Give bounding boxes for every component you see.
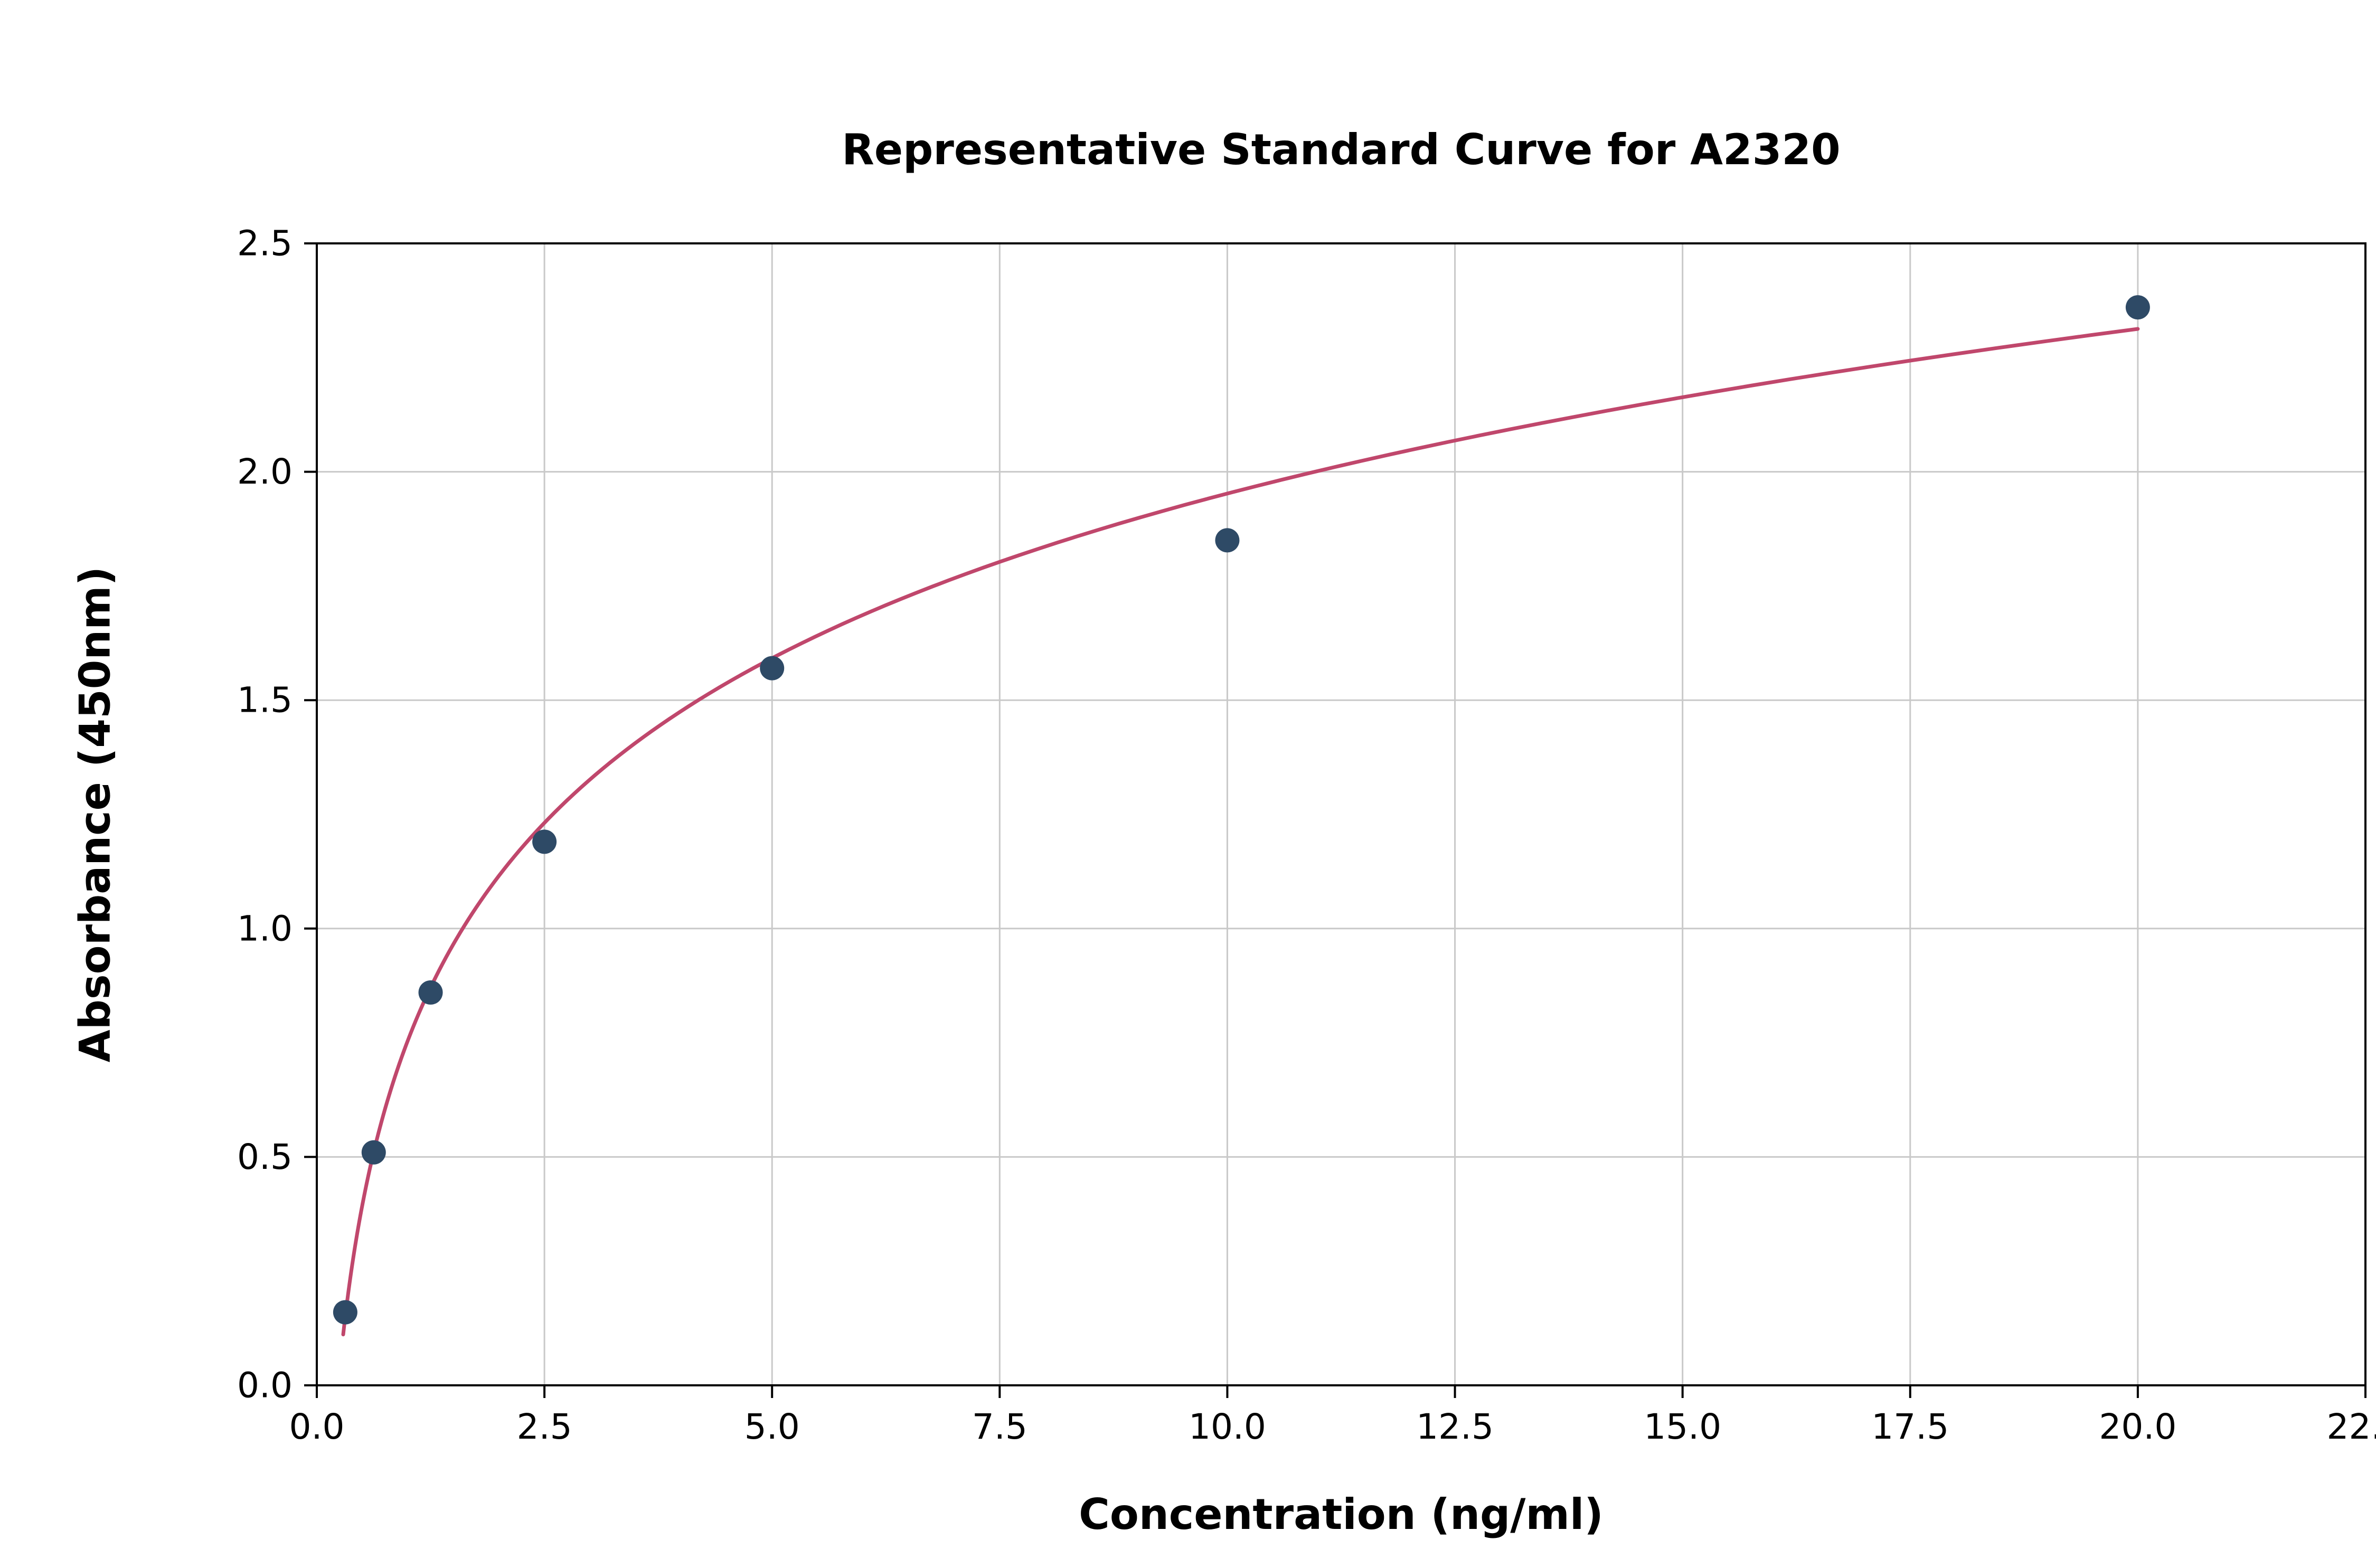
x-tick-label: 10.0 (1189, 1406, 1266, 1447)
data-point (1215, 528, 1240, 553)
x-tick-label: 0.0 (289, 1406, 345, 1447)
data-point (333, 1300, 357, 1325)
y-tick-label: 1.0 (237, 908, 293, 949)
x-tick-label: 20.0 (2099, 1406, 2176, 1447)
data-point (418, 980, 443, 1005)
x-tick-label: 7.5 (972, 1406, 1027, 1447)
y-tick-label: 2.0 (237, 451, 293, 492)
fit-curve (341, 327, 2140, 1337)
y-tick-label: 0.5 (237, 1137, 293, 1177)
x-tick-label: 22.5 (2327, 1406, 2376, 1447)
x-tick-label: 12.5 (1416, 1406, 1494, 1447)
data-point (532, 829, 557, 854)
chart-title: Representative Standard Curve for A2320 (842, 125, 1840, 174)
plot-border (316, 242, 2366, 1386)
x-tick-label: 2.5 (517, 1406, 572, 1447)
chart-background (21, 8, 2376, 1568)
chart-svg: 0.0 2.5 5.0 7.5 10.0 12.5 15.0 17.5 20.0 22.5 0.0 0… (21, 8, 2376, 1568)
x-tick-label: 5.0 (744, 1406, 800, 1447)
data-point (361, 1140, 386, 1165)
y-tick-label: 2.5 (237, 223, 293, 264)
standard-curve-chart: 0.0 2.5 5.0 7.5 10.0 12.5 15.0 17.5 20.0 22.5 0.0 0… (21, 8, 2376, 1568)
x-tick-label: 17.5 (1871, 1406, 1949, 1447)
y-tick-label: 0.0 (237, 1365, 293, 1406)
x-axis-label: Concentration (ng/ml) (1079, 1490, 1604, 1539)
y-tick-label: 1.5 (237, 680, 293, 721)
data-point (2125, 295, 2150, 320)
data-point (760, 656, 785, 681)
y-axis-label: Absorbance (450nm) (71, 566, 120, 1062)
x-tick-label: 15.0 (1644, 1406, 1721, 1447)
